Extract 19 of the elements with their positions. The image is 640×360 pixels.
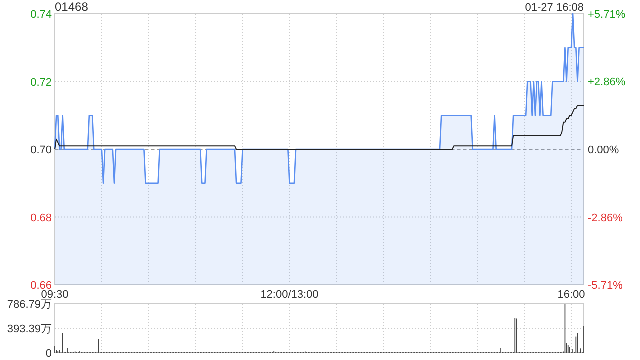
y-tick-label: 0.70 [30,144,52,156]
y-tick-label: 786.79万 [7,299,52,311]
y2-tick-label: 0.00% [588,144,620,156]
y2-tick-label: +5.71% [588,9,626,21]
y2-tick-label: -5.71% [588,280,624,292]
x-tick-label: 12:00/13:00 [260,289,319,301]
chart-title: 01468 [55,0,89,14]
y2-tick-label: +2.86% [588,76,626,89]
y-tick-label: 393.39万 [7,324,52,336]
x-tick-label: 09:30 [41,289,69,301]
y2-tick-label: -2.86% [588,212,624,224]
line-series [54,104,584,150]
y-tick-label: 0.66 [30,280,52,292]
annotation: 01-27 16:08 [525,2,584,14]
y-tick-label: 0.74 [30,9,52,21]
y-tick-label: 0.68 [30,212,52,224]
x-tick-label: 16:00 [558,289,586,301]
y-tick-label: 0.72 [30,76,52,89]
y-tick-label: 0 [46,348,52,360]
